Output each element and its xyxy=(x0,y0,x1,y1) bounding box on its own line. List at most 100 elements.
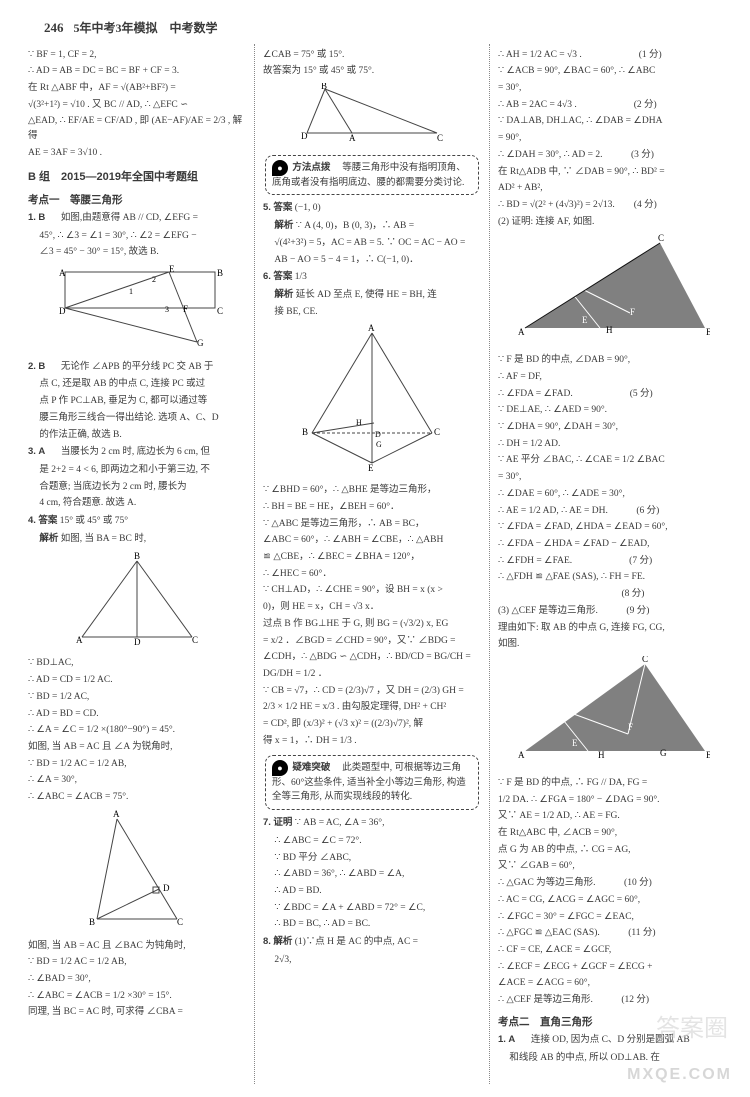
text: ∴ AD = BD. xyxy=(263,884,481,899)
svg-text:E: E xyxy=(169,264,175,274)
text: ∠CAB = 75° 或 15°. xyxy=(263,48,481,63)
text: ∴ ∠ABD = 36°, ∴ ∠ABD = ∠A, xyxy=(263,867,481,882)
text: = 30°, xyxy=(498,470,722,485)
svg-text:A: A xyxy=(349,133,356,143)
text: 当腰长为 2 cm 时, 底边长为 6 cm, 但 xyxy=(51,447,210,457)
text: 在 Rt△ABC 中, ∠ACB = 90°, xyxy=(498,826,722,841)
question-3: 3. A 当腰长为 2 cm 时, 底边长为 6 cm, 但 xyxy=(28,445,246,460)
svg-text:B: B xyxy=(134,551,140,561)
analysis-label: 解析 xyxy=(39,533,58,544)
svg-text:B: B xyxy=(706,750,710,760)
page-header: 246 5年中考3年模拟 中考数学 xyxy=(20,18,730,44)
text: ∴ BD = BC, ∴ AD = BC. xyxy=(263,917,481,932)
svg-text:C: C xyxy=(437,133,443,143)
proof-label: 证明 xyxy=(273,817,292,828)
svg-text:F: F xyxy=(630,307,635,317)
text: DG/DH = 1/2 ． xyxy=(263,667,481,682)
text: ∴ AD = BD = CD. xyxy=(28,707,246,722)
question-8: 8. 解析 (1)∵点 H 是 AC 的中点, AC = xyxy=(263,935,481,950)
svg-text:A: A xyxy=(518,750,525,760)
analysis: 解析 如图, 当 BA = BC 时, xyxy=(28,532,246,547)
question-6: 6. 答案 1/3 xyxy=(263,270,481,285)
text: 合题意; 当底边长为 2 cm 时, 腰长为 xyxy=(28,480,246,495)
text: 得 x = 1，∴ DH = 1/3 . xyxy=(263,734,481,749)
q-num: 4. xyxy=(28,515,36,526)
text: ∴ ∠A = 30°, xyxy=(28,773,246,788)
answer-label: 答案 xyxy=(273,271,292,282)
svg-text:A: A xyxy=(76,635,83,645)
text: ∵ F 是 BD 的中点, ∴ FG // DA, FG = xyxy=(498,776,722,791)
text: ∴ AB = 2AC = 4√3 . (2 分) xyxy=(498,98,722,113)
text: = CD², 即 (x/3)² + (√3 x)² = ((2/3)√7)², … xyxy=(263,717,481,732)
text: ≌ △CBE，∴ ∠BEC = ∠BHA = 120°， xyxy=(263,550,481,565)
text: 2/3 × 1/2 HE = x/3 . 由勾股定理得, DH² + CH² xyxy=(263,700,481,715)
q-num: 8. xyxy=(263,936,271,947)
text: ∠3 = 45° − 30° = 15°, 故选 B. xyxy=(28,245,246,260)
text: ∴ AH = 1/2 AC = √3 . (1 分) xyxy=(498,48,722,63)
text: (8 分) xyxy=(498,587,722,602)
text: ∴ ∠ABC = ∠ACB = 75°. xyxy=(28,790,246,805)
figure-tetra: A B C E H D G xyxy=(263,323,481,479)
svg-text:H: H xyxy=(356,418,362,427)
text: ∴ DH = 1/2 AD. xyxy=(498,437,722,452)
page-number: 246 xyxy=(44,18,64,38)
text: 同理, 当 BC = AC 时, 可求得 ∠CBA = xyxy=(28,1005,246,1020)
q-num: 2. xyxy=(28,361,36,372)
text: 45°, ∴ ∠3 = ∠1 = 30°, ∴ ∠2 = ∠EFG − xyxy=(28,229,246,244)
text: ∴ ∠FDA − ∠HDA = ∠FAD − ∠EAD, xyxy=(498,537,722,552)
text: ∵ BD = 1/2 AC, xyxy=(28,690,246,705)
q-num: 1. xyxy=(498,1034,506,1045)
text: ∵ DA⊥AB, DH⊥AC, ∴ ∠DAB = ∠DHA xyxy=(498,114,722,129)
text: 过点 B 作 BG⊥HE 于 G, 则 BG = (√3/2) x, EG xyxy=(263,617,481,632)
svg-text:B: B xyxy=(217,268,223,278)
svg-text:B: B xyxy=(89,917,95,927)
text: 如图, 当 BA = BC 时, xyxy=(61,534,146,544)
svg-text:D: D xyxy=(552,267,559,277)
text: √(3²+1²) = √10 . 又 BC // AD, ∴ △EFC ∽ xyxy=(28,98,246,113)
answer-label: 答案 xyxy=(38,515,57,526)
text: AB − AO = 5 − 4 = 1，∴ C(−1, 0)． xyxy=(263,253,481,268)
watermark-en: MXQE.COM xyxy=(627,1063,732,1087)
page: 246 5年中考3年模拟 中考数学 ∵ BF = 1, CF = 2, ∴ AD… xyxy=(0,0,750,1097)
figure-col3-b: A B C D E H F G xyxy=(498,656,722,772)
q-num: 5. xyxy=(263,202,271,213)
text: ∴ ∠ABC = ∠ACB = 1/2 ×30° = 15°. xyxy=(28,989,246,1004)
text: ∴ ∠ABC = ∠C = 72°. xyxy=(263,834,481,849)
text: 腰三角形三线合一得出结论. 选项 A、C、D xyxy=(28,411,246,426)
text: 1/2 DA. ∴ ∠FGA = 180° − ∠DAG = 90°. xyxy=(498,793,722,808)
text: ∴ CF = CE, ∠ACE = ∠GCF, xyxy=(498,943,722,958)
svg-text:F: F xyxy=(628,722,633,732)
text: = 90°, xyxy=(498,131,722,146)
book-title: 5年中考3年模拟 中考数学 xyxy=(74,19,218,37)
text: (1)∵点 H 是 AC 的中点, AC = xyxy=(295,937,418,947)
svg-text:3: 3 xyxy=(165,305,169,314)
text: ∴ △FGC ≌ △EAC (SAS). (11 分) xyxy=(498,926,722,941)
answer-label: 答案 xyxy=(273,202,292,213)
text: AE = 3AF = 3√10 . xyxy=(28,146,246,161)
text: ∵ A (4, 0)，B (0, 3)，∴ AB = xyxy=(296,221,414,231)
tip-title: 方法点拨 xyxy=(292,162,330,173)
text: 无论作 ∠APB 的平分线 PC 交 AB 于 xyxy=(51,362,213,372)
text: ∴ ∠DAE = 60°, ∴ ∠ADE = 30°, xyxy=(498,487,722,502)
text: 如图, 当 AB = AC 且 ∠A 为锐角时, xyxy=(28,740,246,755)
q-num: 7. xyxy=(263,817,271,828)
analysis-label: 解析 xyxy=(273,936,292,947)
text: ∴ AF = DF, xyxy=(498,370,722,385)
text: 接 BE, CE. xyxy=(263,305,481,320)
text: 4 cm, 符合题意. 故选 A. xyxy=(28,496,246,511)
svg-text:D: D xyxy=(134,637,141,647)
text: 0)，则 HE = x，CH = √3 x． xyxy=(263,600,481,615)
text: 如图. xyxy=(498,637,722,652)
svg-text:D: D xyxy=(59,306,66,316)
text: ∴ ∠HEC = 60°． xyxy=(263,567,481,582)
text: 点 C, 还是取 AB 的中点 C, 连接 PC 或过 xyxy=(28,377,246,392)
svg-text:D: D xyxy=(301,131,308,141)
tip-icon: ● xyxy=(272,160,288,176)
figure-col3-a: A B C D E H F xyxy=(498,233,722,349)
figure-isoceles-1: A B C D xyxy=(28,551,246,653)
text: ∴ ∠FDA = ∠FAD. (5 分) xyxy=(498,387,722,402)
text: ∴ BH = BE = HE，∠BEH = 60°． xyxy=(263,500,481,515)
text: ∴ AD = AB = DC = BC = BF + CF = 3. xyxy=(28,64,246,79)
text: ∠ABC = 60°，∴ ∠ABH = ∠CBE，∴ △ABH xyxy=(263,533,481,548)
text: ∵ BD = 1/2 AC = 1/2 AB, xyxy=(28,955,246,970)
